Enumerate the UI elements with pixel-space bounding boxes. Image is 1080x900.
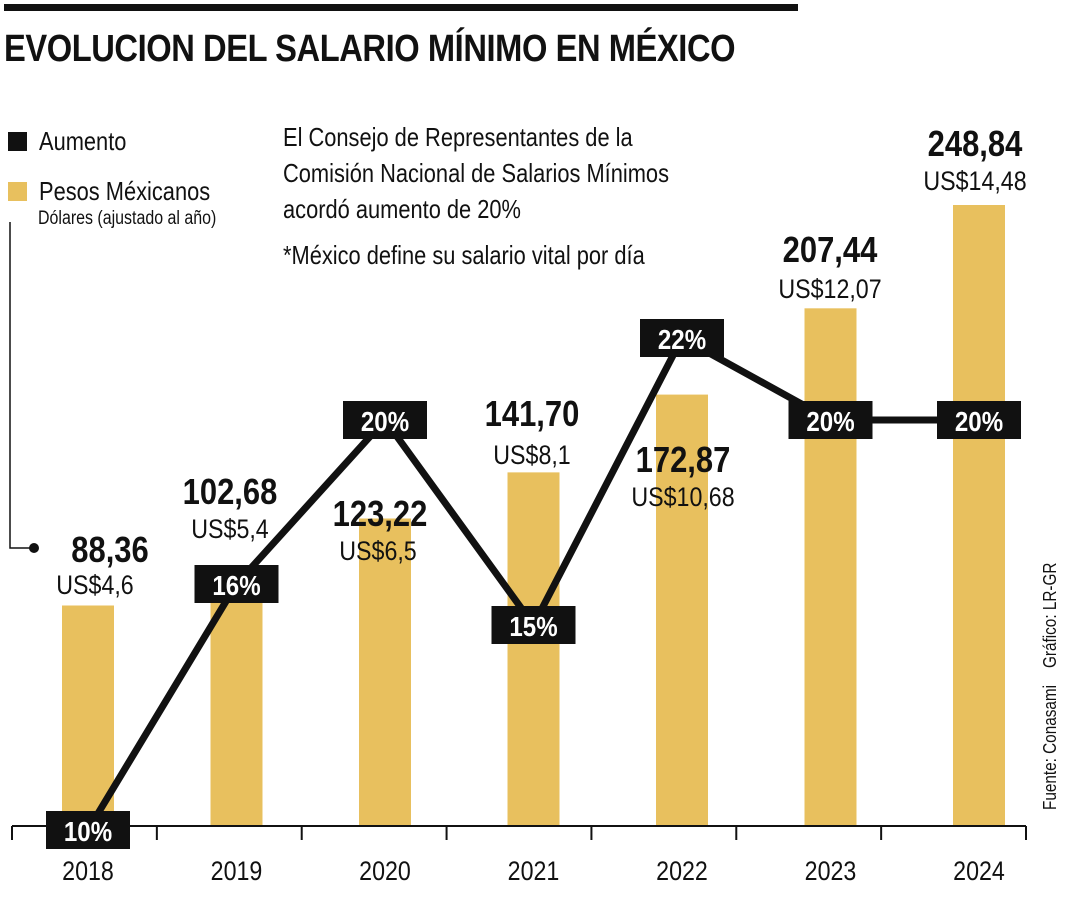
aumento-box-2018 (46, 811, 130, 849)
note-footnote: *México define su salario vital por día (283, 240, 645, 270)
chart-title: EVOLUCION DEL SALARIO MÍNIMO EN MÉXICO (4, 28, 736, 70)
value-pesos-2018: 88,36 (71, 531, 148, 571)
value-pesos-2024: 248,84 (928, 125, 1023, 165)
note-line-2: Comisión Nacional de Salarios Mínimos (283, 158, 670, 188)
aumento-label-2023: 20% (806, 405, 854, 437)
bar-2020 (359, 518, 411, 826)
bar-2024 (953, 205, 1005, 826)
legend-swatch-aumento (8, 132, 27, 151)
aumento-label-2024: 20% (955, 405, 1003, 437)
aumento-box-2021 (491, 606, 576, 644)
value-pesos-2023: 207,44 (783, 231, 878, 271)
legend-label-pesos: Pesos Méxicanos (39, 176, 211, 206)
legend-label-aumento: Aumento (39, 126, 127, 156)
x-tick-label-2022: 2022 (656, 856, 708, 886)
aumento-label-2022: 22% (658, 323, 706, 355)
value-pesos-2020: 123,22 (333, 495, 428, 535)
legend-label-dolares: Dólares (ajustado al año) (38, 208, 217, 229)
aumento-label-2019: 16% (212, 569, 260, 601)
aumento-label-2021: 15% (509, 610, 557, 642)
x-tick-label-2024: 2024 (953, 856, 1005, 886)
top-rule (4, 4, 798, 11)
value-usd-2020: US$6,5 (339, 536, 416, 566)
value-usd-2021: US$8,1 (493, 440, 570, 470)
aumento-label-2018: 10% (64, 815, 112, 847)
aumento-box-2022 (640, 319, 724, 357)
value-usd-2023: US$12,07 (778, 274, 881, 304)
aumento-box-2020 (343, 401, 427, 439)
legend-leader-line (9, 222, 30, 549)
x-tick-label-2018: 2018 (62, 856, 114, 886)
aumento-box-2019 (194, 565, 279, 603)
value-usd-2024: US$14,48 (923, 166, 1026, 196)
aumento-box-2024 (937, 401, 1021, 439)
value-pesos-2019: 102,68 (183, 473, 278, 513)
note-line-1: El Consejo de Representantes de la (283, 122, 633, 152)
value-pesos-2021: 141,70 (485, 395, 580, 435)
value-usd-2019: US$5,4 (191, 514, 268, 544)
x-tick-label-2021: 2021 (508, 856, 560, 886)
bar-2018 (62, 605, 114, 826)
legend-swatch-pesos (8, 182, 27, 201)
legend-pesos: Pesos Méxicanos (8, 176, 243, 207)
value-usd-2022: US$10,68 (631, 482, 734, 512)
bar-2021 (507, 472, 560, 826)
note-line-3: acordó aumento de 20% (283, 194, 521, 224)
x-tick-label-2023: 2023 (805, 856, 857, 886)
bar-2023 (804, 308, 857, 826)
aumento-box-2023 (788, 401, 873, 439)
x-tick-label-2019: 2019 (211, 856, 263, 886)
x-tick-label-2020: 2020 (359, 856, 411, 886)
bar-2022 (656, 394, 708, 826)
aumento-label-2020: 20% (361, 405, 409, 437)
value-usd-2018: US$4,6 (56, 570, 133, 600)
value-pesos-2022: 172,87 (636, 441, 731, 481)
legend-leader-dot (29, 543, 39, 553)
legend-aumento: Aumento (8, 126, 143, 157)
